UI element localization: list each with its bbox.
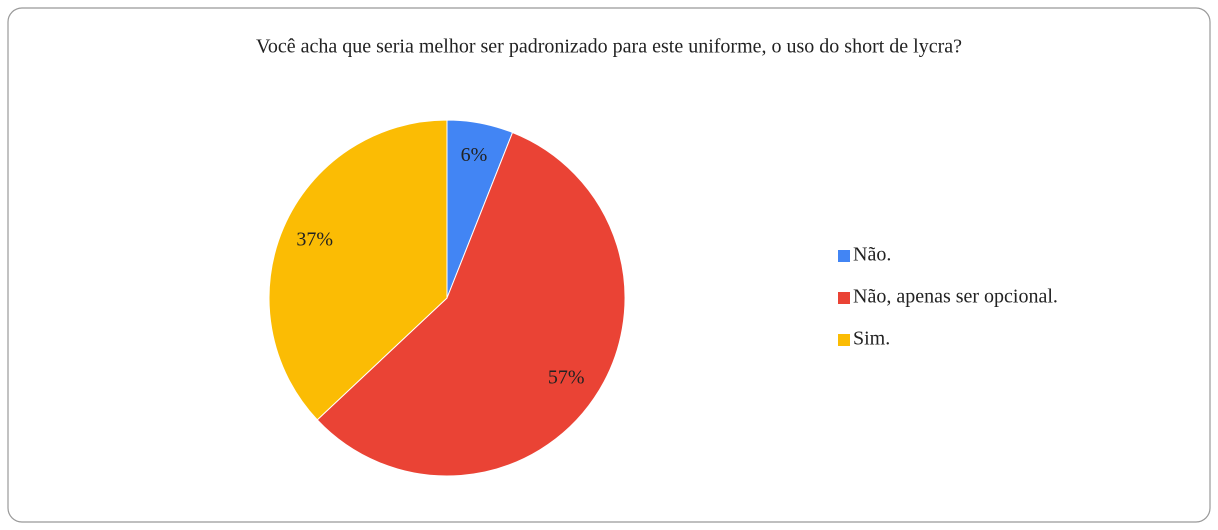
pie-slice	[316, 131, 626, 477]
legend-swatch	[838, 292, 850, 304]
data-label: 57%	[548, 367, 585, 389]
pie-slice	[268, 119, 448, 421]
legend-swatch	[838, 250, 850, 262]
legend-label: Não, apenas ser opcional.	[853, 286, 1058, 308]
chart-title: Você acha que seria melhor ser padroniza…	[256, 36, 962, 58]
legend-label: Sim.	[853, 328, 890, 350]
legend-label: Não.	[853, 244, 891, 266]
legend-swatch	[838, 334, 850, 346]
data-label: 37%	[296, 228, 333, 250]
data-label: 6%	[461, 144, 488, 166]
